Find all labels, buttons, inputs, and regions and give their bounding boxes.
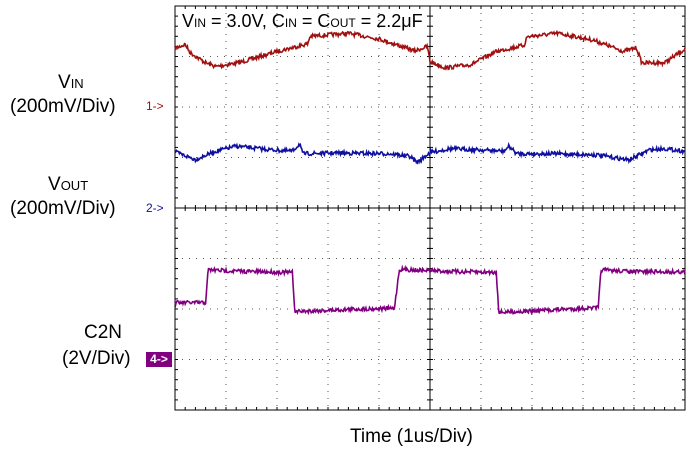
vout-trace <box>174 141 686 165</box>
vin-channel-scale: (200mV/Div) <box>10 96 116 117</box>
c2n-channel-scale: (2V/Div) <box>62 348 131 369</box>
c2n-trace <box>174 264 686 316</box>
vin-trace <box>174 29 686 72</box>
vin-channel-marker: 1-> <box>146 99 164 113</box>
chart-title: VIN = 3.0V, CIN = COUT = 2.2μF <box>182 11 423 31</box>
c2n-channel-marker: 4-> <box>146 352 172 367</box>
vout-channel-marker: 2-> <box>146 201 164 215</box>
x-axis-label: Time (1us/Div) <box>350 426 473 447</box>
c2n-channel-name: C2N <box>84 322 123 343</box>
vout-channel-name: VOUT <box>48 174 89 195</box>
vout-channel-scale: (200mV/Div) <box>10 198 116 219</box>
vin-channel-name: VIN <box>58 72 84 93</box>
